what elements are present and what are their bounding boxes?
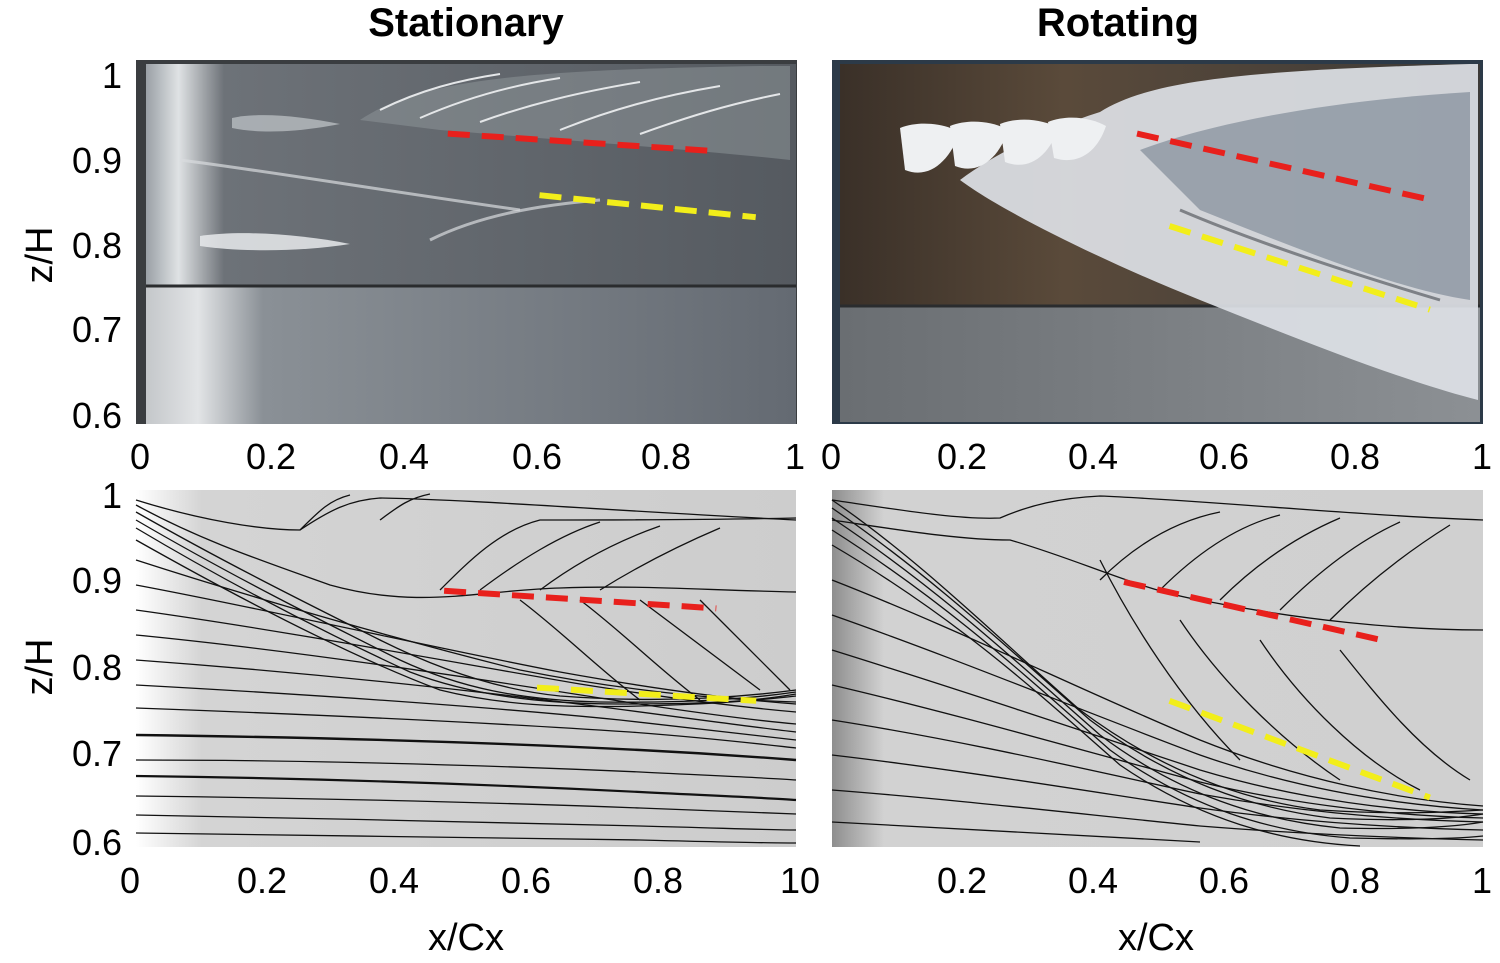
bottom-right-xtick: 0.6 (1199, 860, 1249, 901)
top-left-xtick: 0.8 (641, 436, 691, 477)
top-left-ytick: 0.6 (72, 395, 122, 436)
top-right-xtick: 0.4 (1068, 436, 1118, 477)
top-left-xtick: 0 (130, 436, 150, 477)
top-left-ytick: 0.9 (72, 140, 122, 181)
red-dashed-line (1136, 130, 1431, 203)
bottom-left-ytick: 0.7 (72, 733, 122, 774)
bottom-left-xtick: 0 (120, 860, 140, 901)
top-right-xtick: 1 (1472, 436, 1492, 477)
yellow-dashed-line (539, 192, 757, 221)
top-left-ytick: 0.7 (72, 309, 122, 350)
red-dashed-line (447, 130, 717, 155)
red-dashed-line (1123, 579, 1379, 643)
bottom-right-xlabel: x/Cx (1118, 917, 1194, 959)
top-left-ytick: 0.8 (72, 225, 122, 266)
yellow-dashed-line (1168, 223, 1431, 313)
stationary-title: Stationary (368, 1, 564, 45)
bottom-left-ytick: 1 (102, 475, 122, 516)
bottom-left-xtick: 0.2 (237, 860, 287, 901)
bottom-left-xlabel: x/Cx (428, 917, 504, 959)
stationary-streamline-lines (443, 587, 757, 704)
rotating-photo-panel (832, 60, 1483, 424)
top-left-xtick: 1 (785, 436, 805, 477)
top-right-xtick: 0 (821, 436, 841, 477)
bottom-left-xtick: 0.8 (633, 860, 683, 901)
bottom-right-xtick: 0.8 (1330, 860, 1380, 901)
bottom-left-ytick: 0.6 (72, 822, 122, 863)
bottom-left-xtick: 0.6 (501, 860, 551, 901)
bottom-left-ylabel: z/H (19, 639, 61, 696)
top-left-xtick: 0.4 (379, 436, 429, 477)
stationary-photo-lines (447, 130, 757, 221)
rotating-streamline-lines (1123, 579, 1431, 801)
bottom-left-ytick: 0.8 (72, 647, 122, 688)
top-right-xtick: 0.2 (937, 436, 987, 477)
top-left-ytick: 1 (102, 55, 122, 96)
bottom-right-xtick: 0.4 (1068, 860, 1118, 901)
rotating-title: Rotating (1037, 1, 1199, 45)
rotating-streamline-panel (831, 490, 1484, 847)
top-left-xtick: 0.6 (512, 436, 562, 477)
bottom-right-xtick: 1 (1472, 860, 1492, 901)
bottom-right-xtick: 0.2 (937, 860, 987, 901)
stationary-photo-panel (136, 60, 797, 424)
bottom-left-ytick: 0.9 (72, 560, 122, 601)
red-dashed-line (443, 587, 717, 612)
rotating-photo-lines (1136, 130, 1431, 313)
top-left-ylabel: z/H (19, 227, 61, 284)
stationary-streamline-panel (135, 490, 797, 847)
top-left-xtick: 0.2 (246, 436, 296, 477)
yellow-dashed-line (1168, 697, 1431, 801)
yellow-dashed-line (536, 684, 757, 704)
top-right-xtick: 0.6 (1199, 436, 1249, 477)
top-right-xtick: 0.8 (1330, 436, 1380, 477)
bottom-left-xtick: 10 (780, 860, 820, 901)
bottom-left-xtick: 0.4 (369, 860, 419, 901)
